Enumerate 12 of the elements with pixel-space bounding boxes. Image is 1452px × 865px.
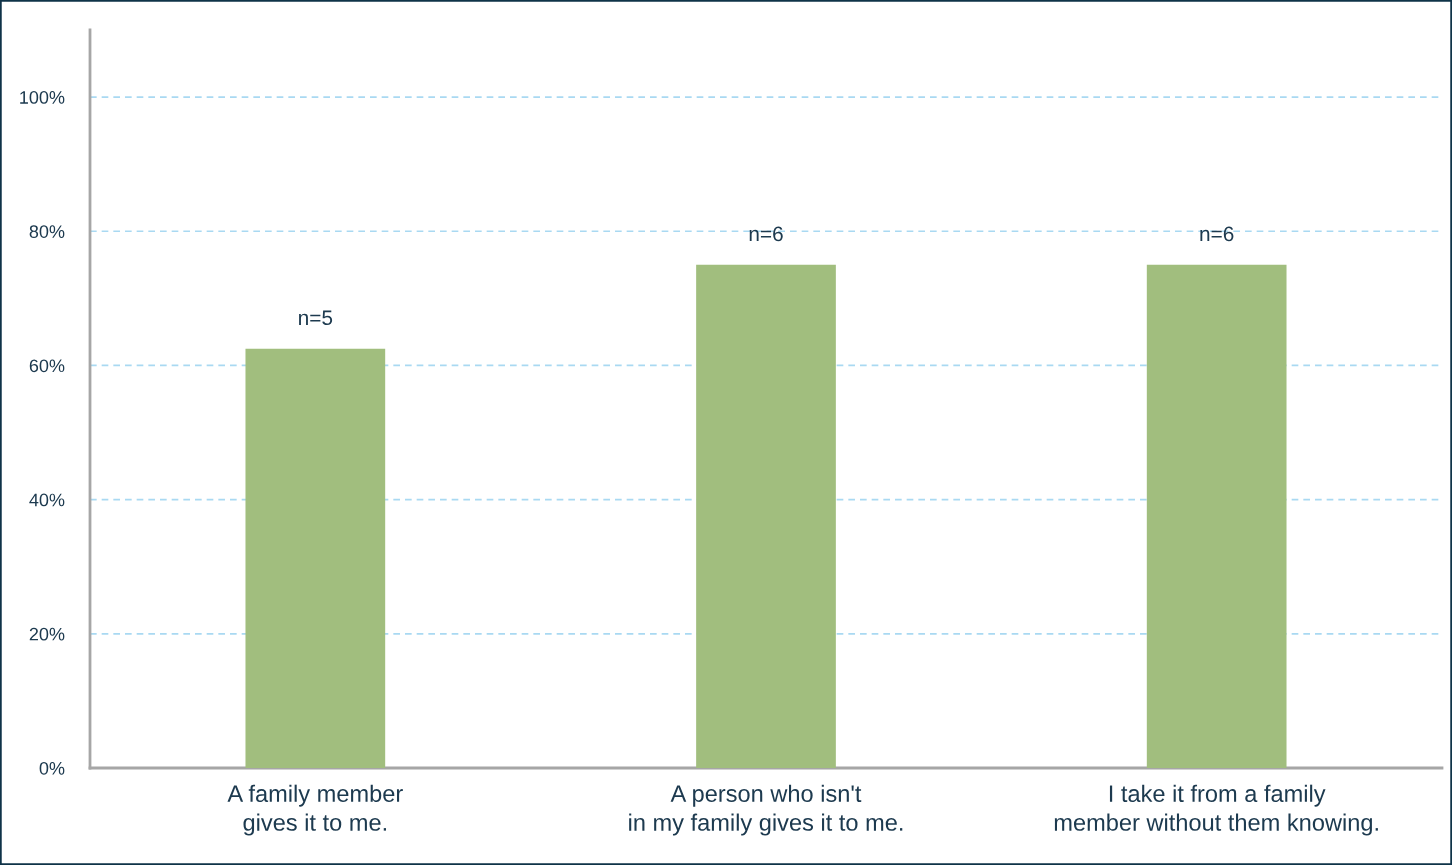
y-tick-label: 80% (29, 225, 65, 238)
x-tick-label: A family member gives it to me. (227, 784, 403, 836)
y-tick-label: 100% (20, 91, 65, 104)
y-tick-label: 20% (29, 627, 65, 641)
y-tick-label: 0% (39, 761, 65, 775)
y-tick-label: 60% (29, 359, 65, 373)
x-tick-label: I take it from a family member without them knowing. (1054, 784, 1378, 836)
annotation: n=5 (299, 310, 333, 326)
y-tick-label: 40% (29, 493, 65, 507)
x-tick-label: A person who isn't in my family gives it to me. (629, 784, 903, 836)
annotation: n=6 (749, 226, 783, 242)
annotation: n=6 (1200, 226, 1234, 242)
